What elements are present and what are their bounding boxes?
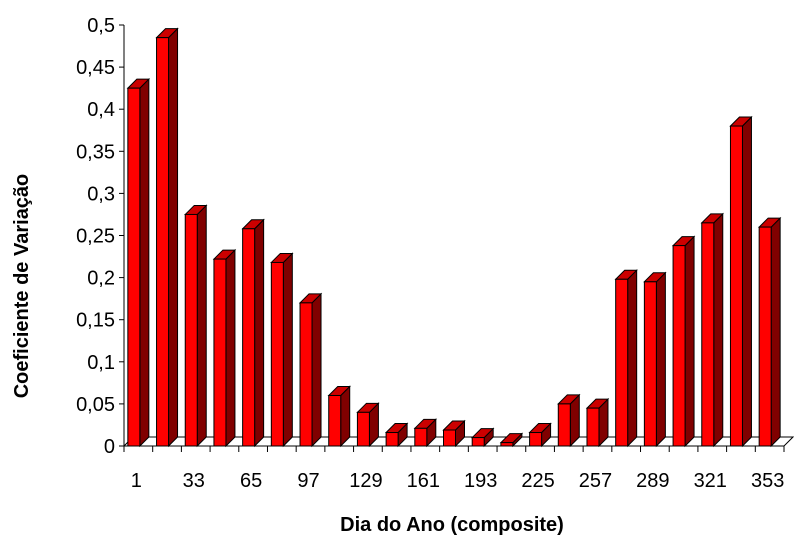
x-tick-label: 321	[694, 470, 727, 492]
bar-side	[655, 271, 666, 448]
bar	[356, 402, 380, 448]
bar-front	[270, 261, 284, 447]
bars	[126, 27, 782, 448]
bar	[643, 271, 667, 448]
bar-side	[282, 252, 293, 448]
y-tick-label: 0,15	[76, 310, 115, 332]
bar	[729, 115, 753, 448]
y-tick-label: 0,05	[76, 394, 115, 416]
bar-side	[684, 235, 695, 448]
bar-front	[586, 407, 600, 447]
bar-side	[713, 212, 724, 448]
bar-side	[196, 204, 207, 448]
bar-front	[356, 411, 370, 447]
x-tick-label: 289	[636, 470, 669, 492]
bar-front	[643, 281, 657, 447]
y-tick-label: 0,1	[87, 352, 115, 374]
bar	[212, 248, 237, 448]
bar-front	[471, 437, 485, 447]
y-tick-label: 0,5	[87, 15, 115, 37]
bar-front	[385, 432, 399, 447]
y-axis-title: Coeficiente de Variação	[11, 174, 33, 399]
bar-side	[340, 385, 351, 448]
bar-side	[168, 27, 179, 448]
bar-front	[414, 427, 428, 447]
x-tick-label: 353	[751, 470, 784, 492]
bar-front	[672, 245, 686, 447]
bar-front	[299, 302, 313, 447]
bar-side	[627, 269, 638, 448]
y-tick-label: 0,2	[87, 268, 115, 290]
y-tick-label: 0	[104, 436, 115, 458]
bar-front	[328, 394, 342, 447]
bar-side	[311, 292, 322, 448]
bar	[700, 212, 724, 448]
bar	[757, 216, 782, 448]
bar-side	[254, 218, 265, 448]
x-tick-label: 257	[579, 470, 612, 492]
bar	[442, 419, 466, 448]
bar-front	[729, 125, 743, 447]
bar	[384, 422, 409, 448]
bar-front	[242, 228, 256, 447]
bar-front	[557, 403, 571, 447]
bar-front	[701, 222, 715, 447]
bar	[557, 393, 581, 448]
bar-side	[741, 115, 752, 448]
bar	[298, 292, 323, 448]
y-tick-label: 0,45	[76, 57, 115, 79]
bar-front	[127, 87, 141, 447]
bar	[327, 385, 351, 448]
bar-front	[500, 442, 514, 447]
x-tick-label: 97	[297, 470, 319, 492]
bar	[126, 77, 151, 448]
bar-front	[213, 258, 227, 447]
bar-side	[139, 77, 150, 448]
y-tick-label: 0,3	[87, 183, 115, 205]
x-tick-label: 193	[464, 470, 497, 492]
bar-side	[770, 216, 781, 448]
x-tick-label: 225	[521, 470, 554, 492]
x-tick-label: 161	[407, 470, 440, 492]
y-tick-label: 0,35	[76, 141, 115, 163]
x-tick-label: 129	[349, 470, 382, 492]
x-tick-label: 33	[183, 470, 205, 492]
y-axis: 0 0,05 0,1 0,15 0,2 0,25 0,3 0,35 0,4 0,45 0,5	[76, 15, 125, 458]
bar	[241, 218, 265, 448]
x-tick-label: 1	[131, 470, 142, 492]
y-tick-label: 0,25	[76, 226, 115, 248]
bar	[585, 397, 610, 448]
bar-front	[156, 37, 170, 447]
bar	[184, 204, 208, 448]
bar-front	[758, 226, 772, 447]
y-tick-label: 0,4	[87, 99, 115, 121]
bar	[614, 269, 638, 448]
bar	[155, 27, 179, 448]
x-tick-label: 65	[240, 470, 262, 492]
bar-front	[529, 432, 543, 447]
bar	[470, 427, 495, 448]
bar-front	[184, 213, 198, 447]
bar	[671, 235, 696, 448]
bar	[413, 418, 438, 448]
bar	[270, 252, 294, 448]
bar	[499, 432, 524, 448]
bar-side	[225, 248, 236, 448]
bar-front	[443, 429, 456, 447]
x-axis-title: Dia do Ano (composite)	[340, 514, 564, 536]
bar-front	[615, 278, 629, 447]
bar	[528, 422, 552, 448]
